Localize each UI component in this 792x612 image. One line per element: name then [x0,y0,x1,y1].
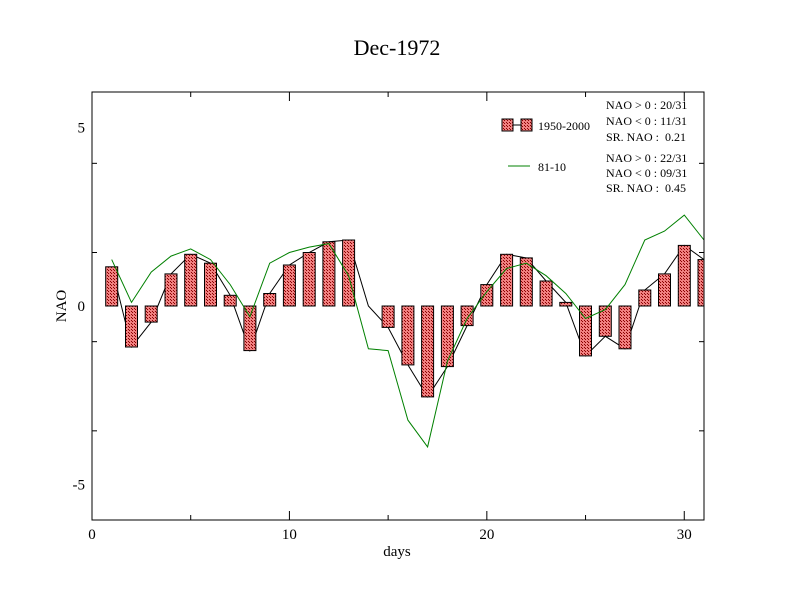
bar-day-7 [223,294,237,307]
bar-day-17 [421,305,435,398]
legend: 1950-2000 81-10 NAO > 0 : 20/31 NAO < 0 … [501,98,687,195]
legend-label-81-10: 81-10 [538,160,566,174]
bar-day-8 [243,305,257,352]
stat-nao-neg-81-10: NAO < 0 : 09/31 [606,166,687,180]
bar-day-24 [559,301,573,307]
bar-day-2 [125,305,138,348]
y-tick-label: -5 [73,477,86,493]
bar-day-20 [480,284,494,307]
legend-bar-swatch [501,118,533,132]
stat-sr-nao-1950-2000: SR. NAO : 0.21 [606,130,686,144]
stat-nao-pos-81-10: NAO > 0 : 22/31 [606,151,687,165]
bar-day-22 [519,257,533,307]
bar-day-26 [598,305,612,337]
y-tick-label: 0 [78,299,86,315]
bar-day-19 [460,305,474,327]
bar-day-3 [144,305,158,323]
bar-day-1 [105,266,119,307]
bar-day-10 [282,264,296,307]
y-tick-label: 5 [78,121,86,137]
stat-sr-nao-81-10: SR. NAO : 0.45 [606,181,686,195]
bar-day-18 [440,305,454,368]
bar-day-6 [204,262,217,307]
bar-day-31 [697,259,704,307]
bar-day-21 [500,253,514,307]
bar-day-15 [381,305,395,328]
bar-day-11 [302,252,316,307]
bar-day-25 [579,305,592,357]
stat-nao-pos-1950-2000: NAO > 0 : 20/31 [606,98,687,112]
x-tick-label: 0 [88,527,96,543]
bar-day-12 [322,241,336,307]
legend-label-1950-2000: 1950-2000 [538,119,590,133]
bar-day-13 [342,239,356,307]
bar-day-5 [184,253,198,307]
x-tick-label: 10 [282,527,297,543]
y-axis-label: NAO [54,290,70,323]
x-tick-label: 30 [677,527,692,543]
bar-day-28 [638,289,652,307]
x-tick-label: 20 [479,527,494,543]
bar-day-16 [401,305,415,366]
x-axis-label: days [383,544,411,560]
bar-day-29 [658,273,671,307]
stat-nao-neg-1950-2000: NAO < 0 : 11/31 [606,114,687,128]
bar-day-4 [164,273,178,307]
bar-day-27 [618,305,632,350]
bar-day-23 [539,280,553,307]
plot-frame [91,91,705,521]
chart-title: Dec-1972 [354,35,441,60]
bar-day-9 [263,293,277,307]
series-81-10-line [111,214,704,449]
bar-day-30 [677,244,691,307]
